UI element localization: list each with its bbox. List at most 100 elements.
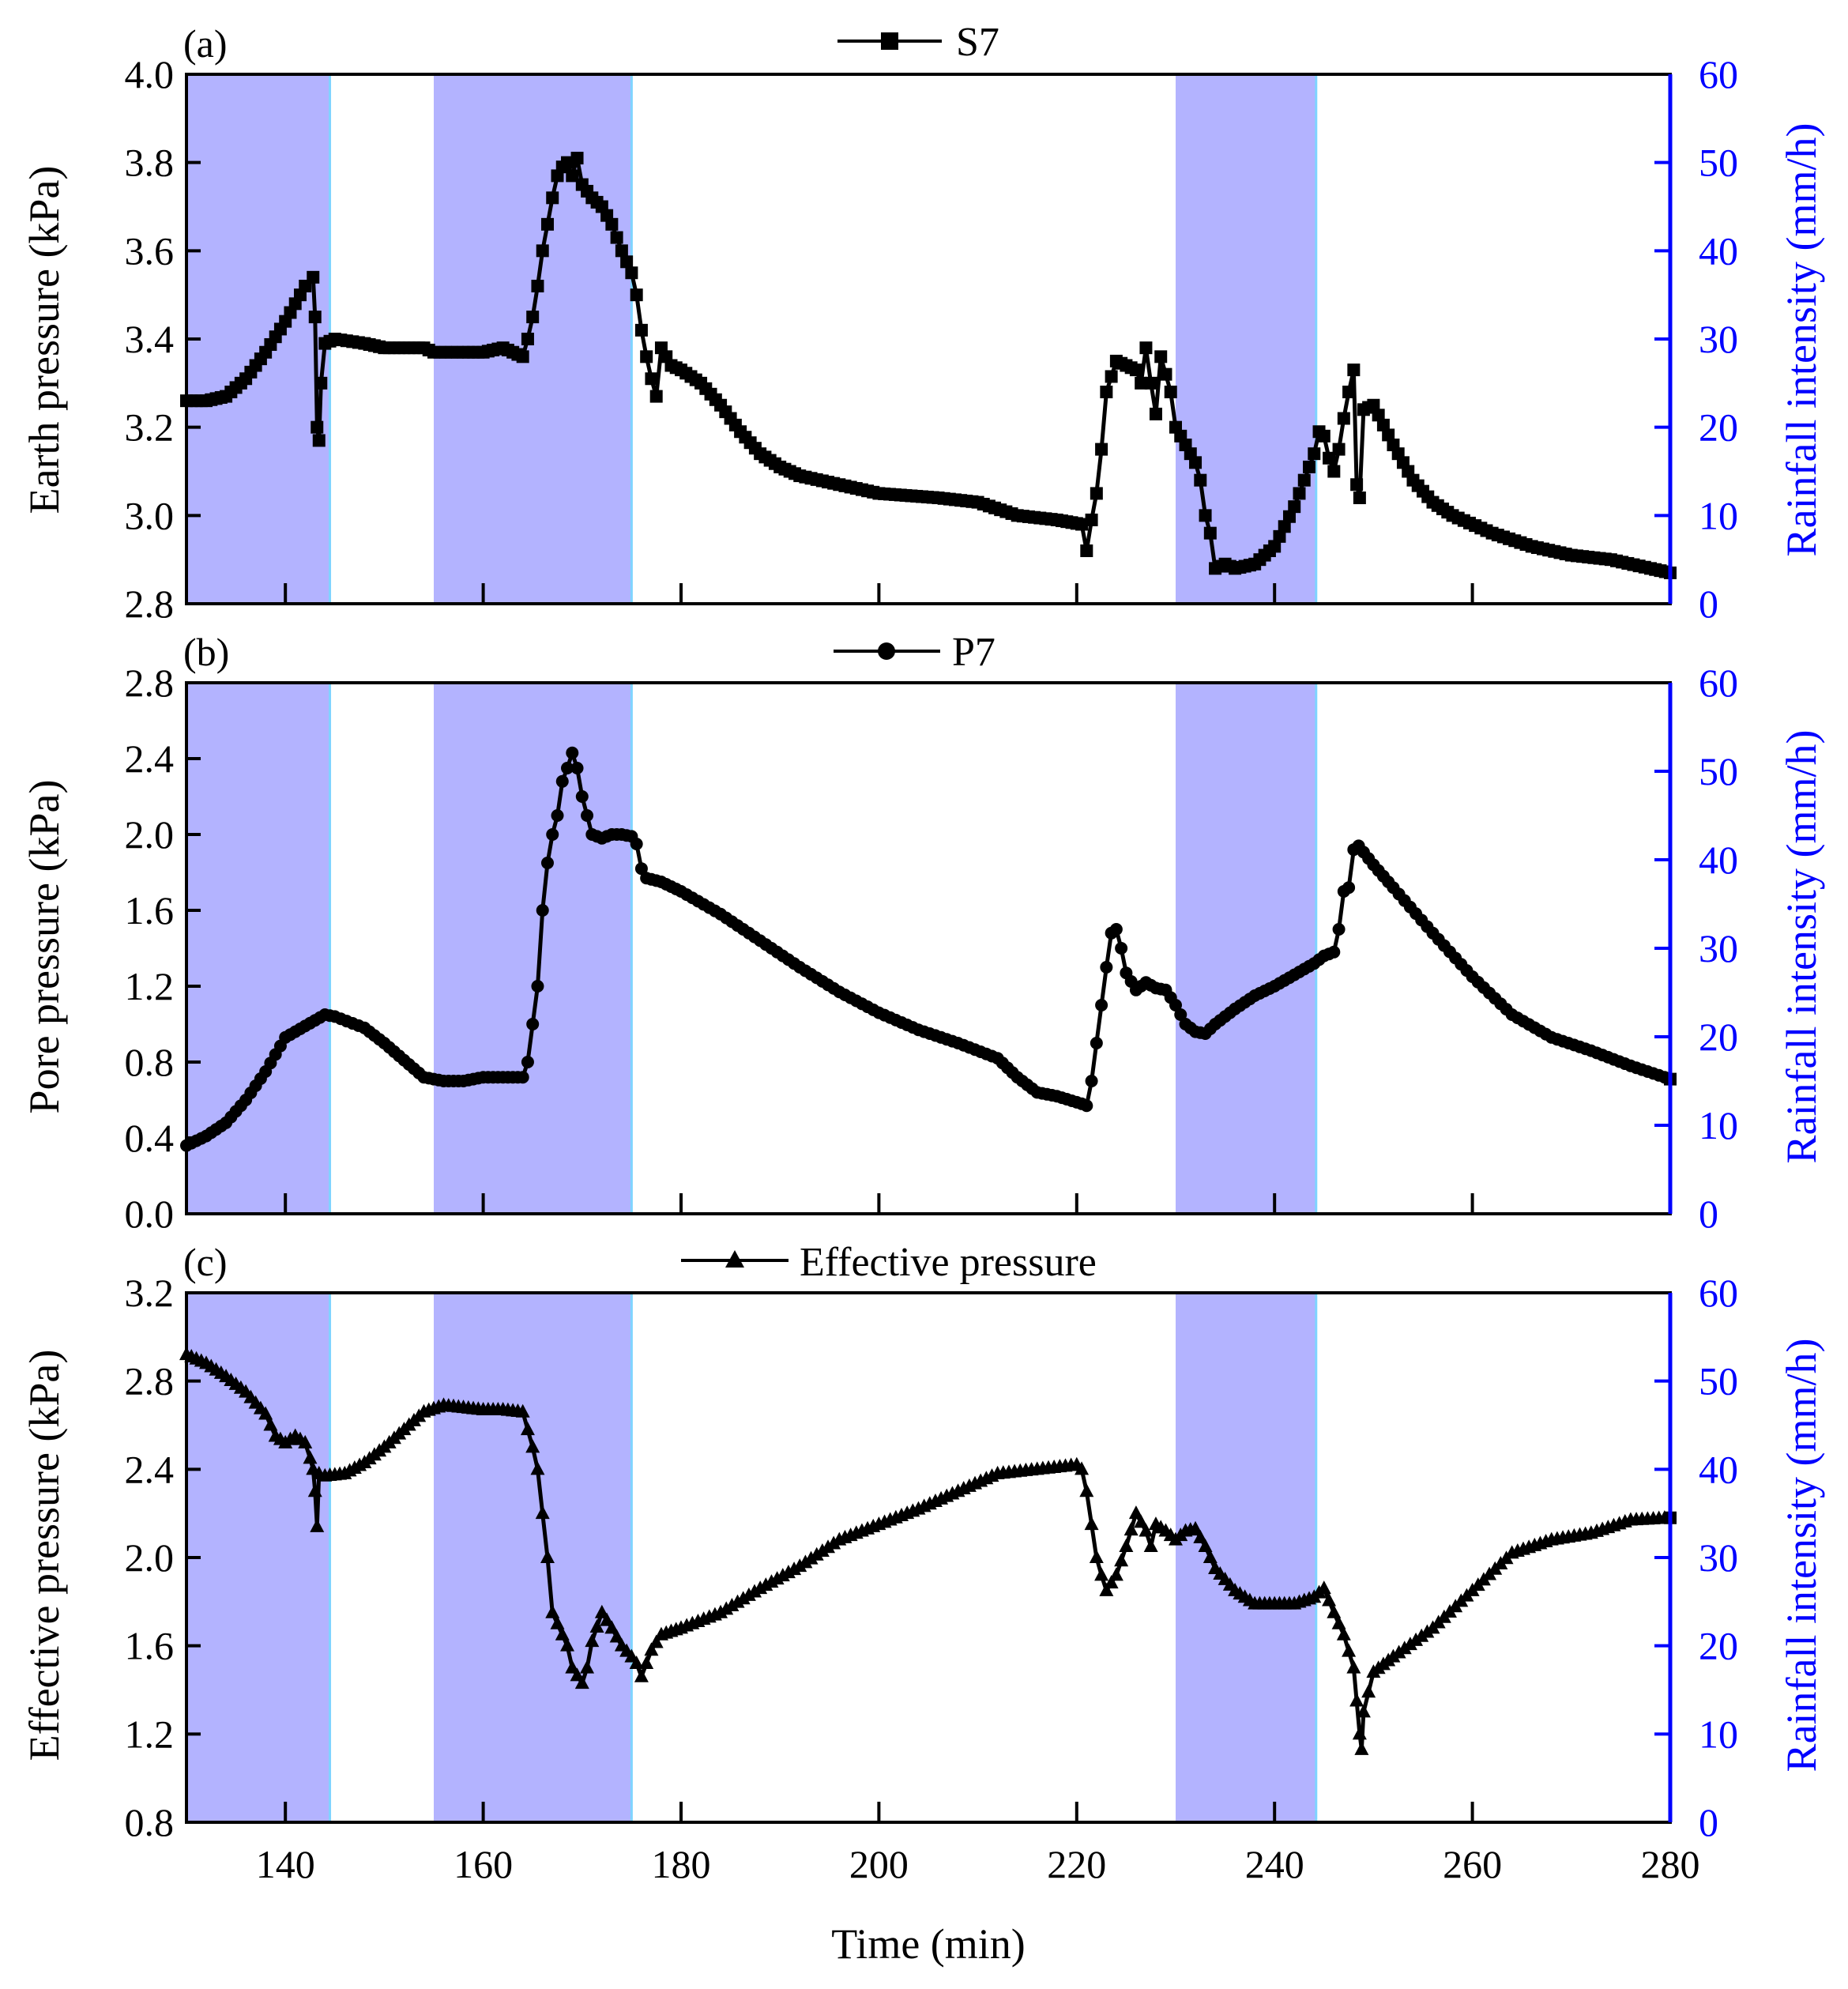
data-point	[310, 1518, 325, 1532]
rainfall-band-c-1	[186, 1293, 330, 1822]
panel-label-b: (b)	[183, 630, 229, 674]
data-point	[1193, 1529, 1208, 1543]
y-tick-label-right-b: 0	[1699, 1192, 1718, 1236]
rainfall-band-c-3	[1176, 1293, 1316, 1822]
series-line-c	[185, 1352, 1671, 1752]
y-tick-label-left-a: 2.8	[125, 582, 175, 626]
data-point	[741, 1587, 756, 1601]
data-point	[1347, 364, 1361, 377]
y-tick-label-left-b: 2.4	[125, 736, 175, 781]
plot-frame-c	[185, 1291, 1672, 1824]
data-point	[550, 1615, 565, 1629]
data-point	[645, 372, 658, 386]
x-tick-label: 140	[256, 1842, 315, 1886]
y-tick-label-right-b: 10	[1699, 1103, 1738, 1147]
data-point	[314, 376, 328, 390]
y-axis-title-right-c: Rainfall intensity (mm/h)	[1778, 1339, 1825, 1772]
data-point	[1085, 513, 1098, 526]
data-point	[1109, 923, 1123, 936]
data-point	[526, 1018, 540, 1030]
data-point	[1268, 540, 1282, 553]
y-tick-label-right-b: 40	[1699, 838, 1738, 882]
data-point	[600, 1612, 615, 1626]
data-point	[521, 1056, 534, 1068]
data-point	[649, 1634, 664, 1648]
y-tick-label-left-c: 2.4	[125, 1447, 175, 1491]
data-point	[1322, 1592, 1337, 1607]
data-point	[1139, 1523, 1154, 1537]
data-point	[1278, 520, 1291, 533]
data-point	[570, 762, 584, 774]
data-point	[1095, 443, 1108, 456]
data-point	[1189, 456, 1203, 469]
data-point	[605, 217, 619, 231]
data-point	[1327, 1604, 1342, 1618]
data-point	[540, 857, 554, 869]
data-point	[525, 1439, 540, 1453]
y-tick-label-right-c: 30	[1699, 1535, 1738, 1580]
data-point	[604, 1620, 619, 1634]
data-point	[555, 774, 569, 788]
data-point	[561, 156, 574, 169]
data-point	[307, 1483, 322, 1497]
data-point	[570, 152, 584, 165]
data-point	[1342, 881, 1356, 895]
y-tick-label-left-a: 4.0	[125, 52, 175, 96]
y-axis-title-right-a: Rainfall intensity (mm/h)	[1778, 123, 1825, 557]
y-tick-label-left-b: 0.0	[125, 1192, 175, 1236]
data-point	[1332, 923, 1346, 936]
data-point	[536, 244, 549, 258]
y-tick-label-right-c: 50	[1699, 1359, 1738, 1403]
data-point	[1332, 443, 1346, 456]
data-point	[1154, 350, 1168, 364]
data-point	[1336, 1626, 1351, 1641]
y-tick-label-right-b: 60	[1699, 661, 1738, 705]
legend-label-effective-pressure: Effective pressure	[800, 1240, 1097, 1285]
data-point	[1084, 1516, 1099, 1531]
series-effective-pressure	[179, 1347, 1677, 1755]
data-point	[258, 1406, 273, 1420]
legend-marker-square-icon	[881, 32, 898, 50]
data-point	[1361, 1684, 1376, 1698]
y-axis-title-left-b: Pore pressure (kPa)	[21, 780, 68, 1114]
data-point	[609, 1629, 624, 1643]
y-tick-label-right-a: 0	[1699, 582, 1718, 626]
data-point	[1282, 510, 1296, 523]
data-point	[581, 809, 594, 822]
data-point	[312, 434, 326, 447]
data-point	[1349, 1693, 1364, 1707]
data-point	[1094, 1567, 1109, 1581]
data-point	[1372, 409, 1385, 422]
data-point	[1104, 1575, 1119, 1589]
data-point	[1085, 1075, 1098, 1087]
data-point	[1174, 1008, 1187, 1021]
y-tick-label-right-a: 60	[1699, 52, 1738, 96]
data-point	[634, 323, 648, 337]
data-point	[531, 280, 544, 292]
data-point	[725, 1598, 740, 1612]
data-point	[1273, 529, 1286, 543]
data-point	[1352, 1726, 1367, 1740]
data-point	[1327, 465, 1341, 478]
ticks-c: 0.8 1.2 1.6 2.0 2.4 2.8 3.2 0 10 20 30 40 50 60 140 160…	[125, 1271, 1739, 1886]
y-tick-label-right-c: 10	[1699, 1712, 1738, 1756]
data-point	[1090, 1037, 1103, 1049]
data-point	[1135, 376, 1148, 390]
y-tick-label-left-b: 2.0	[125, 812, 175, 857]
x-tick-label: 180	[652, 1842, 711, 1886]
panel-b-pore-pressure: 0.0 0.4 0.8 1.2 1.6 2.0 2.4 2.8 0 10 20 30 40 50 60 (b…	[21, 630, 1825, 1236]
data-point	[561, 762, 574, 774]
data-point	[1350, 478, 1364, 492]
y-tick-label-right-c: 20	[1699, 1624, 1738, 1668]
y-tick-label-right-c: 0	[1699, 1800, 1718, 1844]
data-point	[311, 420, 324, 434]
data-point	[730, 1594, 745, 1608]
data-point	[1169, 999, 1182, 1011]
rainfall-band-a-3	[1176, 74, 1316, 604]
data-point	[736, 1591, 751, 1605]
data-point	[1095, 999, 1108, 1011]
data-point	[1159, 367, 1172, 381]
data-point	[1331, 1615, 1346, 1629]
data-point	[589, 1618, 604, 1633]
